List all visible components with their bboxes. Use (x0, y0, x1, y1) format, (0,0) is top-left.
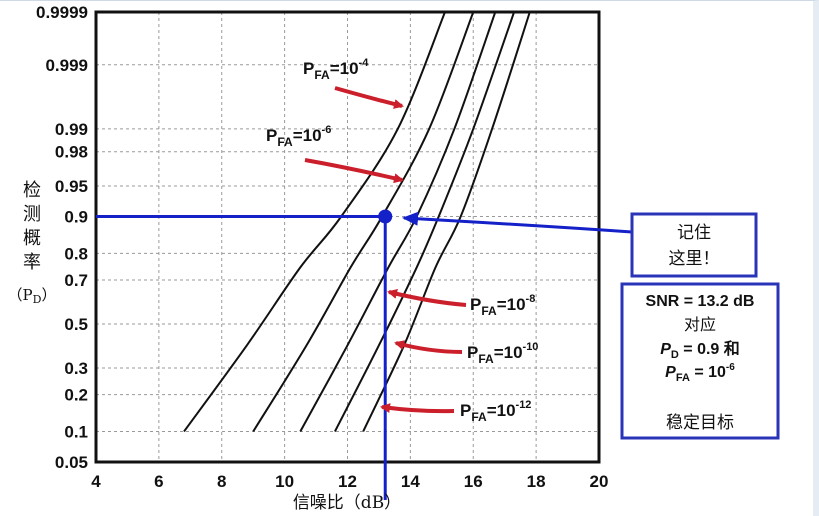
y-tick-label: 0.95 (55, 177, 88, 196)
curve-pfa-minus-10 (334, 12, 516, 432)
curve-pfa-minus-12 (362, 12, 531, 432)
info-corr: 对应 (684, 315, 716, 334)
info-pfa: PFA = 10-6 (665, 362, 735, 384)
curve-pfa-minus-4 (183, 12, 446, 433)
label-pfa-8: PFA=10-8 (470, 293, 535, 318)
y-tick-label: 0.8 (64, 244, 88, 263)
callout-box (630, 212, 758, 278)
callout-arrow (402, 211, 633, 234)
y-axis-char-1: 检 (23, 180, 41, 201)
y-tick-label: 0.9 (64, 207, 88, 226)
x-tick-label: 10 (275, 472, 294, 491)
arrow-pfa-12 (380, 403, 455, 414)
arrow-pfa-4 (334, 86, 404, 109)
x-tick-labels: 4 6 8 10 12 14 16 18 20 (91, 472, 608, 491)
curve-layer (183, 12, 531, 433)
y-axis-char-4: 率 (23, 252, 41, 273)
x-tick-label: 14 (401, 472, 420, 491)
callout-line-1: 记住 (677, 223, 711, 243)
info-target: 稳定目标 (666, 413, 734, 433)
x-tick-label: 12 (338, 472, 357, 491)
arrow-pfa-10 (394, 340, 463, 354)
y-axis-char-2: 测 (23, 204, 41, 225)
x-tick-label: 8 (217, 472, 226, 491)
x-tick-label: 16 (464, 472, 483, 491)
info-snr: SNR = 13.2 dB (646, 293, 755, 310)
label-pfa-10: PFA=10-10 (467, 341, 538, 366)
y-axis-char-3: 概 (23, 228, 41, 249)
arrow-pfa-8 (387, 289, 467, 307)
x-tick-label: 18 (527, 472, 546, 491)
x-tick-label: 4 (91, 472, 101, 491)
curve-label-arrows (304, 86, 467, 414)
y-axis-title: 检 测 概 率 （PD） (8, 180, 57, 306)
x-tick-label: 6 (154, 472, 163, 491)
curve-pfa-minus-8 (299, 12, 497, 432)
y-axis-unit: （PD） (8, 286, 57, 306)
highlight-point (378, 209, 393, 224)
label-pfa-6: PFA=10-6 (266, 124, 331, 149)
arrow-pfa-6 (304, 158, 404, 184)
info-pd: PD = 0.9 和 (660, 339, 740, 361)
y-tick-label: 0.05 (55, 453, 88, 472)
grid-lines (96, 12, 599, 462)
label-pfa-12: PFA=10-12 (460, 399, 531, 424)
plot-border (94, 10, 601, 464)
info-box (620, 282, 780, 440)
x-axis-title: 信噪比（dB） (293, 493, 401, 513)
curve-pfa-minus-6 (252, 12, 475, 433)
x-tick-label: 20 (590, 472, 609, 491)
y-tick-label: 0.7 (64, 271, 88, 290)
y-tick-label: 0.3 (64, 359, 88, 378)
y-tick-label: 0.99 (55, 120, 88, 139)
callout-line-2: 这里！ (669, 249, 720, 269)
y-tick-label: 0.1 (64, 423, 88, 442)
y-tick-label: 0.999 (45, 56, 88, 75)
y-tick-label: 0.9999 (36, 3, 88, 22)
y-tick-label: 0.98 (55, 143, 88, 162)
label-pfa-4: PFA=10-4 (303, 57, 369, 82)
y-tick-labels: 0.05 0.1 0.2 0.3 0.5 0.7 0.8 0.9 0.95 0.98 0.99 0.9… (36, 3, 88, 472)
y-tick-label: 0.2 (64, 386, 88, 405)
y-tick-label: 0.5 (64, 315, 88, 334)
